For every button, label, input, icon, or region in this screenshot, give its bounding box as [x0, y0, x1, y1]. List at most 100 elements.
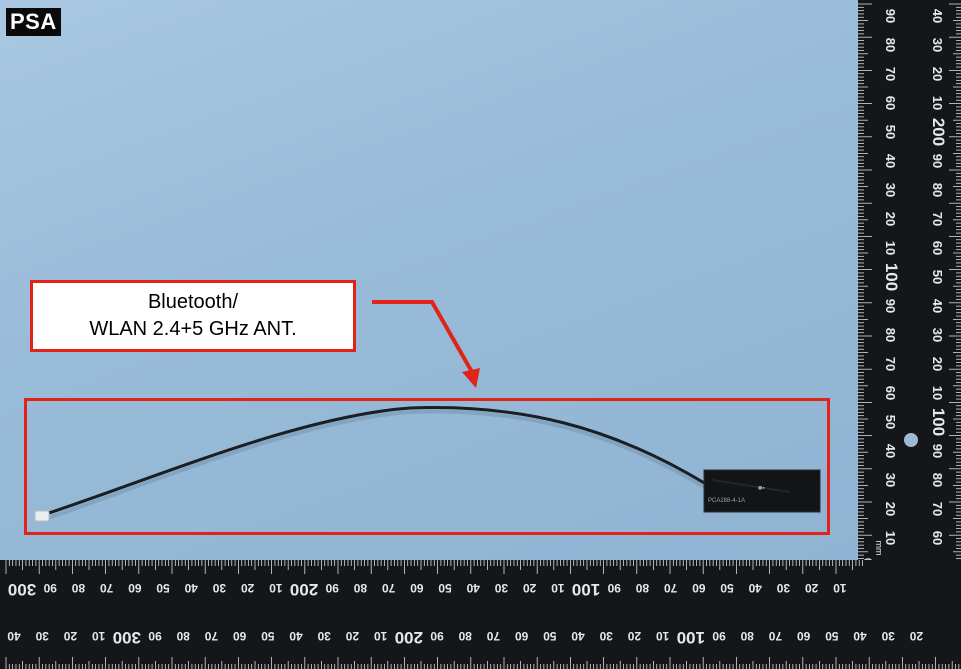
ruler-bottom-outer-label: 10: [374, 629, 388, 643]
ruler-bottom-outer-label: 200: [395, 628, 423, 647]
ruler-right-outer-label: 60: [930, 531, 945, 545]
ruler-bottom-label: 90: [607, 581, 621, 595]
ruler-right-outer-label: 30: [930, 328, 945, 342]
ruler-right-label: 70: [883, 357, 898, 371]
ruler-bottom-label: 10: [269, 581, 283, 595]
ruler-right-label: 30: [883, 183, 898, 197]
ruler-right-outer-label: 20: [930, 357, 945, 371]
antenna-pcb-edge: [703, 469, 821, 513]
ruler-bottom-label: 60: [410, 581, 424, 595]
ruler-right-label: 100: [882, 263, 901, 291]
ruler-bottom-label: 20: [805, 581, 819, 595]
antenna-cable: [45, 406, 707, 516]
ruler-bottom-outer-label: 60: [233, 629, 247, 643]
ruler-bottom-outer-label: 80: [176, 629, 190, 643]
ruler-bottom-outer-label: 10: [656, 629, 670, 643]
ruler-right-label: 70: [883, 67, 898, 81]
ruler-right-outer-label: 40: [930, 299, 945, 313]
ruler-bottom-label: 50: [156, 581, 170, 595]
ruler-hole: [904, 433, 918, 447]
ruler-right-outer-label: 80: [930, 183, 945, 197]
ruler-bottom-outer-label: 40: [571, 629, 585, 643]
ruler-bottom-label: 50: [720, 581, 734, 595]
cable-shadow: [47, 409, 708, 520]
ruler-right-outer-label: 90: [930, 154, 945, 168]
ruler-bottom-outer-label: 300: [113, 628, 141, 647]
ruler-right-outer-label: 10: [930, 386, 945, 400]
ruler-right-label: 20: [883, 212, 898, 226]
ruler-bottom-outer-label: 20: [909, 629, 923, 643]
ruler-bottom-ticks: 300 90 80 70 60 50 40 30 20 10 200 90 80 70 60 50 40 30 20…: [5, 560, 960, 669]
ruler-bottom-label: 90: [43, 581, 57, 595]
ruler-bottom-label: 30: [212, 581, 226, 595]
ruler-bottom-outer-label: 50: [825, 629, 839, 643]
ruler-bottom-label: 60: [692, 581, 706, 595]
ruler-bottom-outer-label: 60: [515, 629, 529, 643]
ruler-bottom-outer-label: 80: [458, 629, 472, 643]
ruler-right-outer-label: 20: [930, 67, 945, 81]
ruler-bottom-label: 40: [184, 581, 198, 595]
ruler-bottom-label: 40: [748, 581, 762, 595]
ruler-right-label: 50: [883, 125, 898, 139]
ruler-bottom-outer-label: 40: [853, 629, 867, 643]
ruler-right-outer-label: 70: [930, 212, 945, 226]
antenna-chip-print: PCA288-4-1A: [708, 498, 746, 504]
ruler-bottom-outer-label: 90: [148, 629, 162, 643]
ruler-bottom-outer-label: 70: [768, 629, 782, 643]
antenna-chip-mark: ■▪: [758, 485, 765, 492]
ruler-right-label: 60: [883, 96, 898, 110]
ruler-bottom-outer-label: 70: [204, 629, 218, 643]
ruler-bottom-label: 300: [8, 580, 36, 599]
ruler-unit-label: mm: [874, 541, 884, 556]
ruler-bottom-label: 10: [551, 581, 565, 595]
ruler-bottom-label: 60: [128, 581, 142, 595]
ruler-right-label: 20: [883, 502, 898, 516]
ruler-bottom-outer-label: 70: [486, 629, 500, 643]
ruler-right-label: 10: [883, 531, 898, 545]
antenna-highlight-box: [24, 398, 830, 535]
ruler-bottom-label: 80: [353, 581, 367, 595]
ruler-bottom-label: 100: [572, 580, 600, 599]
ruler-right-outer-label: 30: [930, 38, 945, 52]
callout-arrow-head: [462, 368, 480, 388]
ruler-right-outer-label: 10: [930, 96, 945, 110]
callout-line-1: Bluetooth/: [147, 291, 239, 313]
psa-tag: PSA: [6, 8, 61, 36]
ruler-bottom-outer-label: 30: [317, 629, 331, 643]
ruler-right: 90 80 70 60 50 40 30 20 10 100 90 80 70 60 50 40 30 20 10 4…: [858, 0, 961, 669]
ruler-bottom-label: 20: [241, 581, 255, 595]
ruler-bottom-label: 70: [382, 581, 396, 595]
ruler-right-label: 90: [883, 299, 898, 313]
ruler-bottom: 300 90 80 70 60 50 40 30 20 10 200 90 80 70 60 50 40 30 20…: [0, 560, 961, 669]
ruler-bottom-outer-label: 100: [677, 628, 705, 647]
ruler-right-outer-label: 50: [930, 270, 945, 284]
ruler-bottom-outer-label: 50: [261, 629, 275, 643]
ruler-right-outer-label: 100: [929, 408, 948, 436]
ruler-right-outer-label: 60: [930, 241, 945, 255]
ruler-bottom-label: 30: [776, 581, 790, 595]
antenna-pcb: [704, 470, 820, 512]
ruler-bottom-label: 80: [71, 581, 85, 595]
ruler-right-outer-label: 200: [929, 118, 948, 146]
ruler-bottom-label: 200: [290, 580, 318, 599]
ruler-right-label: 50: [883, 415, 898, 429]
ruler-bottom-outer-label: 90: [712, 629, 726, 643]
ruler-bottom-label: 70: [100, 581, 114, 595]
ruler-right-label: 40: [883, 444, 898, 458]
ruler-bottom-label: 30: [494, 581, 508, 595]
ruler-bottom-label: 90: [325, 581, 339, 595]
ruler-bottom-outer-label: 30: [599, 629, 613, 643]
ruler-bottom-outer-label: 40: [289, 629, 303, 643]
ruler-right-ticks: 90 80 70 60 50 40 30 20 10 100 90 80 70 60 50 40 30 20 10 4…: [858, 3, 961, 669]
ruler-bottom-outer-label: 90: [430, 629, 444, 643]
ruler-right-label: 10: [883, 241, 898, 255]
ruler-bottom-outer-label: 10: [92, 629, 106, 643]
ruler-bottom-outer-label: 20: [63, 629, 77, 643]
ruler-bottom-outer-label: 60: [797, 629, 811, 643]
ruler-bottom-label: 20: [523, 581, 537, 595]
ruler-right-outer-label: 90: [930, 444, 945, 458]
ruler-bottom-outer-label: 30: [881, 629, 895, 643]
ruler-right-label: 80: [883, 328, 898, 342]
ruler-bottom-outer-label: 80: [740, 629, 754, 643]
